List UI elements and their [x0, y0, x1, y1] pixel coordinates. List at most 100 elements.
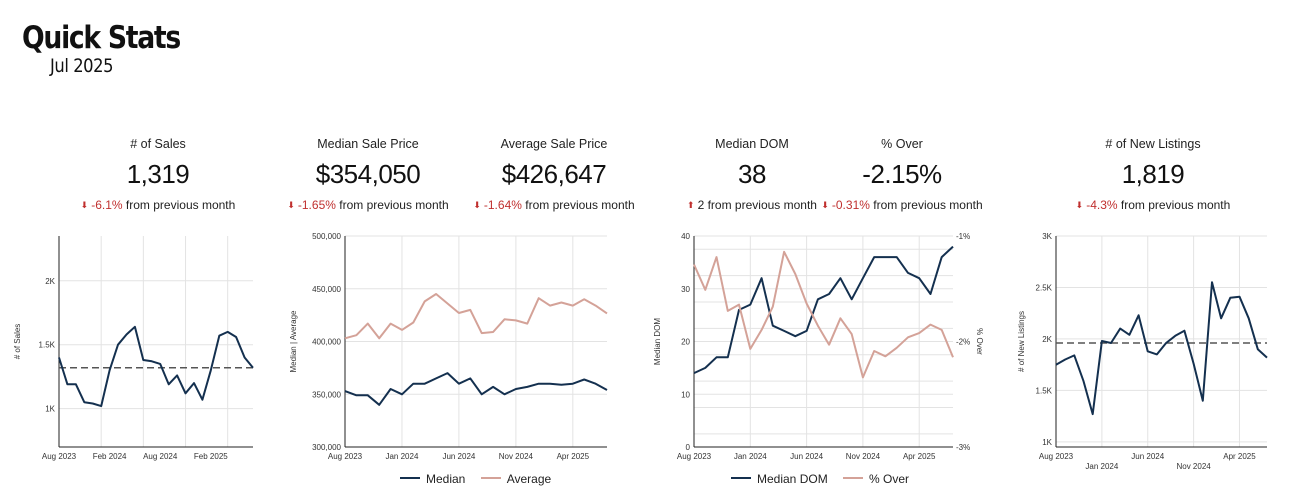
y-axis-label: Median DOM — [653, 318, 662, 365]
legend-item-percent-over: % Over — [843, 472, 909, 486]
stat-card-median-dom: Median DOM 38 ⬆ 2 from previous month — [662, 137, 842, 212]
legend-label: % Over — [869, 472, 910, 486]
y2-tick-label: -2% — [956, 338, 970, 347]
y-tick-label: 10 — [681, 390, 690, 399]
y-tick-label: 1K — [1042, 438, 1052, 447]
y-tick-label: 500,000 — [312, 232, 341, 241]
stat-label: Average Sale Price — [500, 137, 608, 151]
stat-change: ⬆ 2 from previous month — [662, 198, 842, 212]
series-line-median — [344, 372, 608, 406]
stat-change-suffix: from previous month — [339, 198, 449, 212]
arrow-down-icon: ⬇ — [473, 200, 481, 210]
x-tick-label: Jan 2024 — [385, 452, 418, 461]
series-line--over — [693, 250, 954, 379]
y-tick-label: 1.5K — [1036, 386, 1053, 395]
stat-change-suffix: from previous month — [1120, 198, 1231, 212]
x-tick-label: Apr 2025 — [1223, 452, 1256, 461]
y-axis-label: # of Sales — [13, 324, 22, 360]
y-tick-label: 3K — [1042, 232, 1052, 241]
legend-price-chart: Median Average — [400, 472, 563, 486]
y-tick-label: 30 — [681, 285, 690, 294]
legend-swatch-percent-over — [843, 477, 864, 479]
stat-card-median-price: Median Sale Price $354,050 ⬇ -1.65% from … — [278, 137, 458, 212]
page-subtitle: Jul 2025 — [50, 55, 114, 77]
stat-change-suffix: from previous month — [125, 198, 236, 212]
x-tick-label: Aug 2023 — [328, 452, 363, 461]
stat-value: $426,647 — [501, 159, 607, 189]
stat-value: 1,819 — [1121, 159, 1185, 189]
legend-dom-chart: Median DOM % Over — [731, 472, 921, 486]
legend-item-median-dom: Median DOM — [731, 472, 828, 486]
y2-tick-label: -3% — [956, 443, 970, 452]
stat-change-value: -0.31% — [831, 198, 870, 212]
stat-change-value: -4.3% — [1086, 198, 1118, 212]
stat-change-suffix: from previous month — [525, 198, 635, 212]
arrow-down-icon: ⬇ — [821, 200, 829, 210]
y-tick-label: 2K — [45, 277, 55, 286]
y-tick-label: 40 — [681, 232, 690, 241]
stat-value: 1,319 — [126, 159, 190, 189]
arrow-up-icon: ⬆ — [687, 200, 695, 210]
stat-value: -2.15% — [862, 159, 942, 189]
legend-label: Average — [506, 472, 552, 486]
y2-tick-label: -1% — [956, 232, 970, 241]
y-tick-label: 450,000 — [312, 285, 341, 294]
stat-change: ⬇ -1.64% from previous month — [464, 198, 644, 212]
y-tick-label: 2K — [1042, 335, 1052, 344]
x-tick-label: Apr 2025 — [557, 452, 590, 461]
y-tick-label: 400,000 — [312, 338, 341, 347]
stat-change-suffix: from previous month — [873, 198, 983, 212]
y-tick-label: 1K — [45, 405, 55, 414]
legend-item-median: Median — [400, 472, 465, 486]
y-tick-label: 1.5K — [39, 341, 56, 350]
x-tick-label: Jun 2024 — [1131, 452, 1164, 461]
x-tick-label: Aug 2023 — [677, 452, 712, 461]
x-tick-label: Nov 2024 — [846, 452, 881, 461]
stat-card-percent-over: % Over -2.15% ⬇ -0.31% from previous mont… — [812, 137, 992, 212]
stat-change: ⬇ -1.65% from previous month — [278, 198, 458, 212]
x-tick-label: Apr 2025 — [903, 452, 936, 461]
x-tick-label: Feb 2024 — [93, 452, 127, 461]
x-tick-label: Jan 2024 — [734, 452, 767, 461]
x-tick-label: Jun 2024 — [790, 452, 823, 461]
stat-value: 38 — [738, 159, 766, 189]
x-tick-label: Nov 2024 — [499, 452, 534, 461]
x-tick-label: Jan 2024 — [1085, 462, 1118, 471]
series-line-series — [1055, 281, 1268, 416]
stat-change-value: -6.1% — [91, 198, 123, 212]
x-tick-label: Aug 2024 — [143, 452, 178, 461]
page-title: Quick Stats — [22, 20, 181, 56]
stat-label: # of Sales — [130, 137, 186, 151]
y-tick-label: 0 — [686, 443, 691, 452]
stat-label: # of New Listings — [1105, 137, 1201, 151]
series-line-median-dom — [693, 245, 954, 375]
stat-label: Median DOM — [715, 137, 789, 151]
stat-change-value: 2 — [697, 198, 705, 212]
stat-value: $354,050 — [315, 159, 421, 189]
y-axis-label: Median | Average — [289, 310, 298, 373]
x-tick-label: Aug 2023 — [1039, 452, 1074, 461]
y-tick-label: 350,000 — [312, 390, 341, 399]
stat-change-value: -1.65% — [297, 198, 336, 212]
stat-change: ⬇ -6.1% from previous month — [68, 198, 248, 212]
y-tick-label: 20 — [681, 338, 690, 347]
series-line-average — [344, 293, 608, 340]
legend-label: Median — [426, 472, 466, 486]
x-tick-label: Nov 2024 — [1176, 462, 1211, 471]
stat-card-sales: # of Sales 1,319 ⬇ -6.1% from previous mo… — [68, 137, 248, 212]
arrow-down-icon: ⬇ — [80, 200, 89, 210]
x-tick-label: Feb 2025 — [194, 452, 228, 461]
legend-swatch-average — [480, 477, 501, 479]
legend-label: Median DOM — [757, 472, 828, 486]
legend-swatch-median — [400, 477, 420, 479]
y-tick-label: 300,000 — [312, 443, 341, 452]
arrow-down-icon: ⬇ — [1075, 200, 1084, 210]
y-axis-label: # of New Listings — [1017, 311, 1026, 372]
stat-card-average-price: Average Sale Price $426,647 ⬇ -1.64% from… — [464, 137, 644, 212]
x-tick-label: Jun 2024 — [442, 452, 475, 461]
legend-item-average: Average — [480, 472, 552, 486]
stat-card-new-listings: # of New Listings 1,819 ⬇ -4.3% from prev… — [1063, 137, 1243, 212]
stat-change-value: -1.64% — [483, 198, 522, 212]
stat-label: Median Sale Price — [317, 137, 419, 151]
